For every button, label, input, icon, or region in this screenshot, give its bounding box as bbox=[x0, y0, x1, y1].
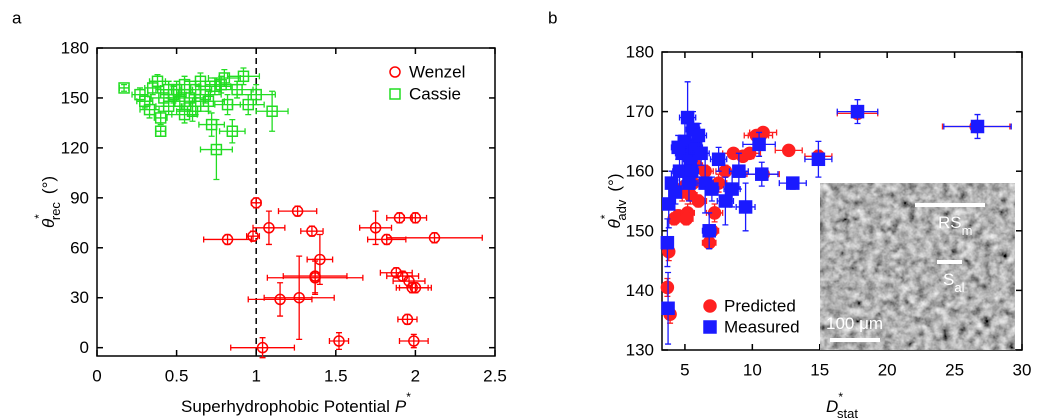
error-bar bbox=[255, 90, 289, 132]
plot-frame bbox=[96, 47, 496, 357]
point bbox=[711, 152, 726, 167]
y-tick-label: 60 bbox=[70, 238, 89, 257]
series bbox=[203, 197, 483, 359]
inset-label-sub: al bbox=[954, 280, 964, 295]
label-symbol: θ bbox=[39, 218, 58, 228]
point bbox=[781, 143, 796, 158]
label-sup: * bbox=[406, 390, 411, 404]
x-tick-label: 15 bbox=[810, 361, 829, 380]
point bbox=[702, 224, 716, 238]
error-bar bbox=[155, 80, 183, 99]
point bbox=[752, 137, 766, 152]
point bbox=[850, 104, 865, 119]
point bbox=[705, 182, 719, 196]
x-tick-label: 1 bbox=[251, 367, 260, 386]
axis-label: D* stat bbox=[826, 390, 858, 420]
y-tick-label: 170 bbox=[626, 102, 654, 121]
panel-label: a bbox=[12, 9, 22, 28]
legend-marker bbox=[703, 299, 717, 313]
y-tick-label: 160 bbox=[626, 162, 654, 181]
label-sub: adv bbox=[614, 199, 629, 220]
legend-marker bbox=[703, 320, 717, 334]
label-sup: * bbox=[838, 390, 843, 404]
x-tick-label: 20 bbox=[878, 361, 897, 380]
label-symbol: D bbox=[826, 397, 838, 416]
point bbox=[691, 128, 706, 143]
label-unit: (°) bbox=[39, 176, 58, 194]
axis-label: θ* adv (°) bbox=[598, 174, 629, 229]
label-text: Superhydrophobic Potential bbox=[181, 397, 390, 416]
x-tick-label: 0.5 bbox=[165, 367, 189, 386]
y-tick-label: 150 bbox=[61, 88, 89, 107]
error-bar bbox=[836, 99, 879, 125]
x-tick-label: 1.5 bbox=[324, 367, 348, 386]
y-tick-label: 120 bbox=[61, 138, 89, 157]
series bbox=[660, 81, 1012, 345]
x-tick-label: 10 bbox=[743, 361, 762, 380]
point bbox=[679, 212, 694, 226]
point bbox=[811, 152, 826, 167]
error-bar bbox=[266, 260, 364, 296]
point bbox=[738, 200, 753, 214]
series bbox=[118, 67, 289, 181]
point bbox=[691, 194, 706, 208]
panel-label: b bbox=[548, 9, 557, 28]
point bbox=[732, 164, 746, 178]
inset-label-text: S bbox=[943, 270, 954, 289]
y-tick-label: 130 bbox=[626, 341, 654, 360]
legend-label: Measured bbox=[724, 318, 800, 337]
legend-label: Cassie bbox=[409, 85, 461, 104]
inset-label: 100 μm bbox=[826, 314, 883, 333]
x-tick-label: 25 bbox=[945, 361, 964, 380]
legend-label: Wenzel bbox=[409, 63, 465, 82]
point bbox=[755, 167, 769, 181]
label-sub: stat bbox=[837, 406, 858, 420]
label-sup: * bbox=[598, 214, 612, 219]
point bbox=[661, 301, 675, 316]
inset-label-text: RS bbox=[938, 213, 962, 232]
label-unit: (°) bbox=[605, 174, 624, 192]
y-tick-label: 30 bbox=[70, 288, 89, 307]
label-symbol: P bbox=[395, 397, 407, 416]
point bbox=[970, 119, 985, 134]
x-tick-label: 0 bbox=[92, 367, 101, 386]
y-tick-label: 90 bbox=[70, 188, 89, 207]
label-sub: rec bbox=[48, 202, 63, 221]
point bbox=[682, 176, 696, 190]
legend-label: Predicted bbox=[724, 297, 796, 316]
label-sup: * bbox=[32, 214, 46, 219]
legend-marker bbox=[389, 66, 401, 78]
label-symbol: θ bbox=[605, 219, 624, 229]
inset-image bbox=[820, 183, 1015, 350]
point bbox=[671, 140, 685, 155]
x-tick-label: 30 bbox=[1013, 361, 1032, 380]
axis-label: θ* rec (°) bbox=[32, 176, 63, 228]
y-tick-label: 180 bbox=[61, 39, 89, 58]
y-tick-label: 140 bbox=[626, 281, 654, 300]
inset-label: RSm bbox=[938, 213, 972, 238]
point bbox=[680, 110, 695, 125]
x-tick-label: 2 bbox=[411, 367, 420, 386]
y-tick-label: 0 bbox=[80, 338, 89, 357]
x-tick-label: 5 bbox=[680, 361, 689, 380]
inset-label-text: 100 μm bbox=[826, 314, 883, 333]
point bbox=[660, 280, 675, 295]
point bbox=[786, 176, 800, 190]
point bbox=[718, 194, 733, 208]
x-tick-label: 2.5 bbox=[483, 367, 507, 386]
y-tick-label: 150 bbox=[626, 221, 654, 240]
point bbox=[660, 235, 675, 250]
y-tick-label: 180 bbox=[626, 43, 654, 62]
inset-label-sub: m bbox=[962, 223, 973, 238]
axis-label: Superhydrophobic Potential P* bbox=[181, 390, 411, 416]
inset-label: Sal bbox=[943, 270, 965, 295]
legend-marker bbox=[389, 88, 401, 100]
